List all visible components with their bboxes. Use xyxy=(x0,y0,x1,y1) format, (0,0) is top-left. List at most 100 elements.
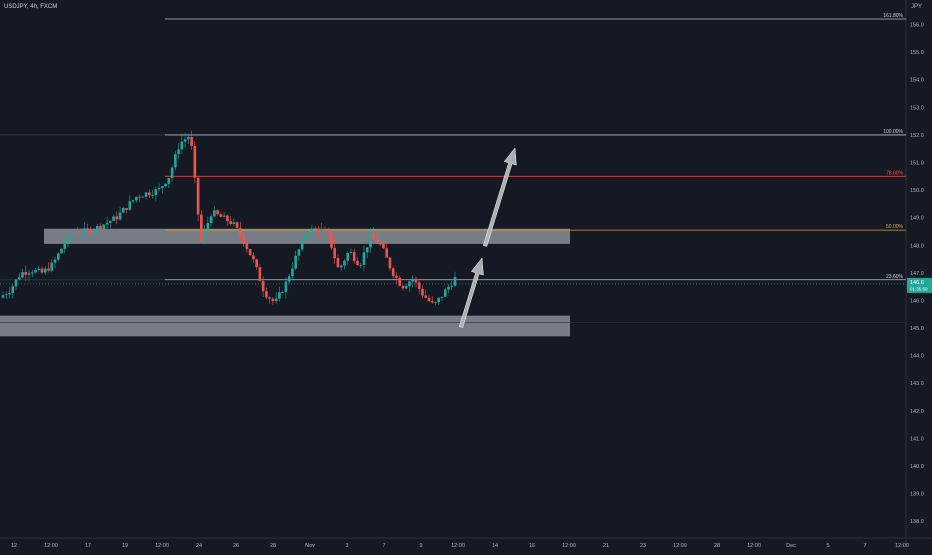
sr-zone xyxy=(44,228,570,244)
x-tick-label: 24 xyxy=(196,543,202,549)
x-tick-label: 12:00 xyxy=(673,543,687,549)
candle-body xyxy=(131,200,135,202)
candle-body xyxy=(404,286,408,289)
candle-body xyxy=(82,228,86,234)
candle-body xyxy=(408,281,411,287)
candle-body xyxy=(427,297,431,301)
candle-body xyxy=(148,192,151,196)
candle-body xyxy=(359,264,362,266)
candle-body xyxy=(310,228,314,234)
candle-body xyxy=(115,216,119,220)
candle-body xyxy=(86,228,89,230)
sr-zone xyxy=(0,315,570,337)
candle-body xyxy=(177,149,180,155)
candle-body xyxy=(330,232,333,248)
candle-body xyxy=(271,298,275,302)
candle-body xyxy=(69,234,73,236)
candle-body xyxy=(161,186,164,188)
candle-body xyxy=(430,300,434,303)
candle-body xyxy=(326,230,330,233)
candle-body xyxy=(79,233,83,234)
candle-body xyxy=(27,273,31,275)
candle-body xyxy=(50,262,54,271)
y-tick-label: 152.0 xyxy=(910,133,924,139)
candle-body xyxy=(372,233,376,240)
y-tick-label: 156.0 xyxy=(910,23,924,29)
candle-body xyxy=(216,210,219,215)
candle-body xyxy=(411,278,415,282)
candle-body xyxy=(14,279,18,287)
candle-body xyxy=(313,228,317,230)
candle-body xyxy=(56,253,60,260)
candle-body xyxy=(47,268,50,271)
y-tick-label: 146.0 xyxy=(910,298,924,304)
x-tick-label: 12:00 xyxy=(155,543,169,549)
candle-body xyxy=(30,272,34,274)
x-tick-label: 7 xyxy=(863,543,866,549)
fib-level-label: 23.60% xyxy=(886,274,904,280)
candle-body xyxy=(99,225,102,230)
candle-body xyxy=(382,243,385,249)
candle-body xyxy=(245,243,249,250)
candle-body xyxy=(187,137,190,140)
candle-body xyxy=(255,259,258,268)
projection-arrow xyxy=(458,257,484,328)
candle-body xyxy=(440,296,444,298)
projection-arrow xyxy=(482,147,517,247)
last-price-value: 146.6 xyxy=(910,280,924,286)
candle-body xyxy=(398,277,402,286)
fib-level-label: 100.00% xyxy=(883,129,903,135)
fib-level-label: 78.60% xyxy=(886,170,904,176)
candle-body xyxy=(434,302,437,304)
x-tick-label: 23 xyxy=(640,543,646,549)
candle-body xyxy=(320,229,323,232)
x-tick-label: 17 xyxy=(85,543,91,549)
candle-body xyxy=(300,239,304,250)
candle-body xyxy=(21,272,24,278)
candle-body xyxy=(232,222,236,224)
candle-body xyxy=(203,230,206,241)
x-tick-label: 16 xyxy=(529,543,535,549)
candle-body xyxy=(281,292,284,293)
candle-body xyxy=(109,220,112,223)
candle-body xyxy=(102,224,106,230)
candle-body xyxy=(388,257,392,269)
candle-body xyxy=(421,288,424,296)
x-tick-label: 28 xyxy=(270,543,276,549)
candle-body xyxy=(209,216,213,223)
y-tick-label: 147.0 xyxy=(910,271,924,277)
candle-body xyxy=(60,248,63,254)
candle-body xyxy=(268,297,271,299)
candle-body xyxy=(96,225,99,231)
candle-body xyxy=(239,227,242,236)
candle-body xyxy=(362,252,366,265)
candle-body xyxy=(229,221,232,224)
candle-body xyxy=(414,278,418,283)
candle-body xyxy=(395,275,398,278)
x-tick-label: 3 xyxy=(345,543,348,549)
candle-body xyxy=(11,286,15,293)
candle-body xyxy=(261,281,265,292)
y-tick-label: 153.0 xyxy=(910,105,924,111)
x-tick-label: 14 xyxy=(492,543,498,549)
y-tick-label: 140.0 xyxy=(910,464,924,470)
candle-body xyxy=(307,233,310,236)
candle-body xyxy=(424,295,428,298)
candle-body xyxy=(92,230,96,234)
candle-body xyxy=(317,228,320,232)
x-tick-label: 21 xyxy=(603,543,609,549)
candle-body xyxy=(180,141,184,150)
candle-body xyxy=(141,196,145,198)
candle-body xyxy=(291,268,294,277)
y-tick-label: 142.0 xyxy=(910,409,924,415)
candle-body xyxy=(151,195,154,196)
candle-body xyxy=(343,260,346,266)
candle-body xyxy=(37,268,41,270)
x-tick-label: 5 xyxy=(826,543,829,549)
candle-body xyxy=(401,285,405,289)
last-price-tag xyxy=(907,277,932,293)
candle-body xyxy=(200,214,203,241)
candle-body xyxy=(284,281,288,293)
